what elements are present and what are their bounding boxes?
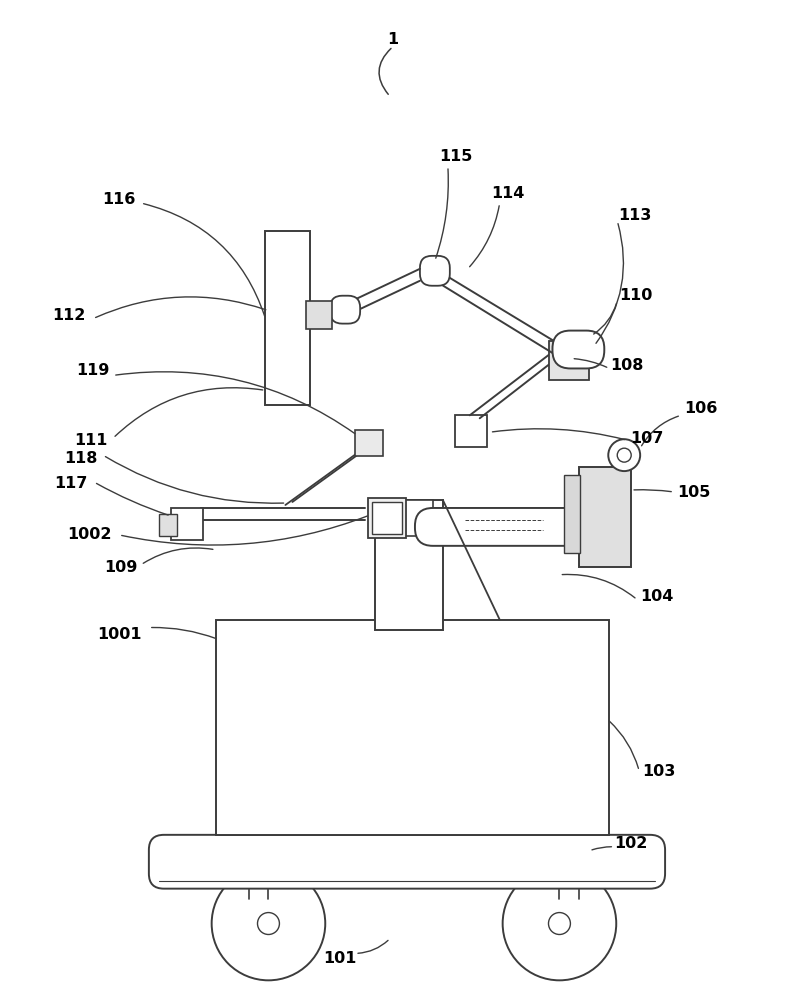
Text: 114: 114 <box>491 186 525 201</box>
Text: 107: 107 <box>630 431 664 446</box>
Text: 111: 111 <box>75 433 107 448</box>
Circle shape <box>503 867 616 980</box>
FancyBboxPatch shape <box>330 296 360 324</box>
Text: 106: 106 <box>684 401 718 416</box>
Text: 119: 119 <box>76 363 110 378</box>
Bar <box>171 508 203 540</box>
Circle shape <box>618 448 631 462</box>
Circle shape <box>212 867 326 980</box>
Bar <box>306 301 332 329</box>
Text: 101: 101 <box>323 951 357 966</box>
Bar <box>397 500 433 536</box>
Bar <box>372 502 402 534</box>
Text: 103: 103 <box>642 764 676 779</box>
Text: 1001: 1001 <box>97 627 141 642</box>
Bar <box>368 498 406 538</box>
Text: 116: 116 <box>103 192 136 207</box>
Text: 1: 1 <box>387 32 399 47</box>
Text: 105: 105 <box>678 485 711 500</box>
FancyBboxPatch shape <box>553 331 604 368</box>
Text: 109: 109 <box>104 560 138 575</box>
Circle shape <box>608 439 640 471</box>
FancyBboxPatch shape <box>420 256 450 286</box>
Text: 104: 104 <box>641 589 674 604</box>
Text: 110: 110 <box>619 288 653 303</box>
Bar <box>265 231 310 405</box>
Bar <box>355 430 383 456</box>
Text: 108: 108 <box>610 358 644 373</box>
Text: 112: 112 <box>52 308 86 323</box>
Bar <box>375 500 443 630</box>
FancyBboxPatch shape <box>415 508 582 546</box>
Text: 113: 113 <box>618 208 652 223</box>
Text: 1002: 1002 <box>67 527 111 542</box>
Text: 117: 117 <box>55 476 88 491</box>
Bar <box>579 467 631 567</box>
Text: 102: 102 <box>614 836 648 851</box>
Bar <box>455 415 487 447</box>
Circle shape <box>549 913 570 934</box>
Text: 118: 118 <box>64 451 98 466</box>
Circle shape <box>257 913 279 934</box>
Bar <box>565 475 581 553</box>
Text: 115: 115 <box>439 149 472 164</box>
Bar <box>216 620 610 835</box>
Bar <box>549 341 589 380</box>
Bar <box>159 514 176 536</box>
FancyBboxPatch shape <box>149 835 665 889</box>
